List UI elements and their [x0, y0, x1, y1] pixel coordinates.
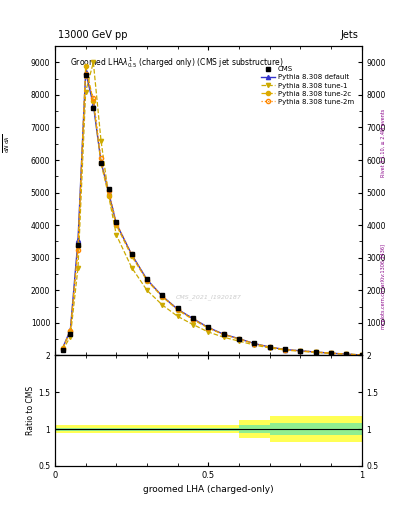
Y-axis label: Ratio to CMS: Ratio to CMS — [26, 386, 35, 435]
X-axis label: groomed LHA (charged-only): groomed LHA (charged-only) — [143, 485, 274, 495]
Legend: CMS, Pythia 8.308 default, Pythia 8.308 tune-1, Pythia 8.308 tune-2c, Pythia 8.3: CMS, Pythia 8.308 default, Pythia 8.308 … — [259, 65, 355, 106]
Text: Jets: Jets — [341, 30, 358, 40]
Text: mcplots.cern.ch [arXiv:1306.3436]: mcplots.cern.ch [arXiv:1306.3436] — [381, 244, 386, 329]
Text: Groomed LHA$\lambda^{1}_{0.5}$ (charged only) (CMS jet substructure): Groomed LHA$\lambda^{1}_{0.5}$ (charged … — [70, 55, 284, 70]
Text: $\frac{1}{\mathrm{d}N}\frac{\mathrm{d}N}{\mathrm{d}\lambda}$: $\frac{1}{\mathrm{d}N}\frac{\mathrm{d}N}… — [0, 134, 12, 153]
Text: 13000 GeV pp: 13000 GeV pp — [58, 30, 128, 40]
Text: Rivet 3.1.10, ≥ 2.4M events: Rivet 3.1.10, ≥ 2.4M events — [381, 109, 386, 178]
Text: CMS_2021_I1920187: CMS_2021_I1920187 — [175, 294, 241, 300]
